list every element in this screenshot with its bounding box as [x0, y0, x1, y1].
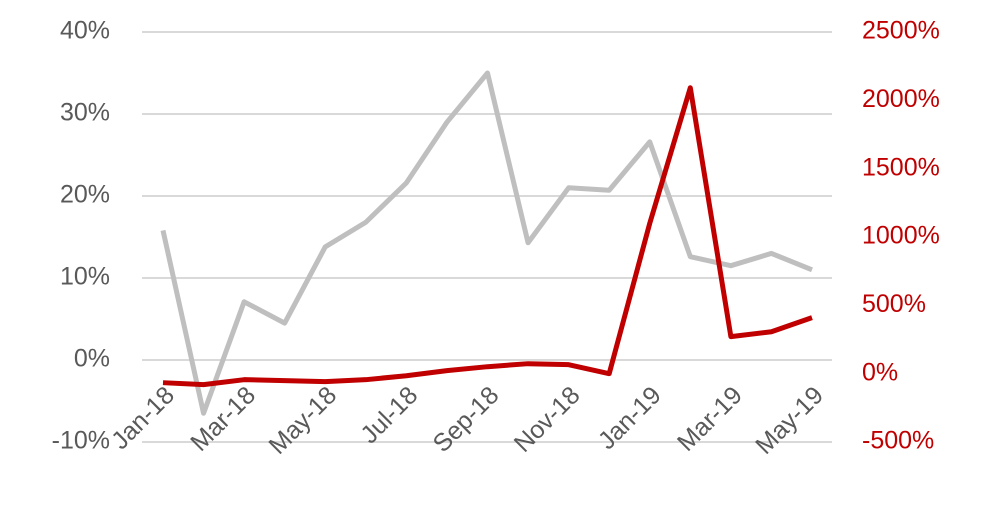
y-tick-label: -10%: [52, 427, 110, 455]
series-line: [160, 70, 813, 416]
x-tick-label: Jul-18: [355, 381, 423, 449]
y2-tick-label: 500%: [862, 290, 926, 318]
y-tick-label: 10%: [60, 263, 110, 291]
x-tick-label: Mar-19: [672, 381, 748, 457]
x-tick-label: Jan-18: [106, 381, 180, 455]
y-tick-label: 40%: [60, 17, 110, 45]
series-line: [162, 85, 813, 388]
y2-tick-label: 0%: [862, 358, 898, 386]
y2-tick-label: 2000%: [862, 85, 940, 113]
y2-tick-label: 2500%: [862, 17, 940, 45]
y2-tick-label: 1000%: [862, 222, 940, 250]
x-tick-label: May-18: [263, 381, 342, 460]
x-tick-label: Jan-19: [593, 381, 667, 455]
x-tick-label: May-19: [750, 381, 829, 460]
y-tick-label: 20%: [60, 181, 110, 209]
x-tick-label: Nov-18: [509, 381, 586, 458]
x-tick-label: Sep-18: [428, 381, 505, 458]
y2-tick-label: 1500%: [862, 153, 940, 181]
y-tick-label: 30%: [60, 99, 110, 127]
y-tick-label: 0%: [74, 345, 110, 373]
y2-tick-label: -500%: [862, 427, 934, 455]
